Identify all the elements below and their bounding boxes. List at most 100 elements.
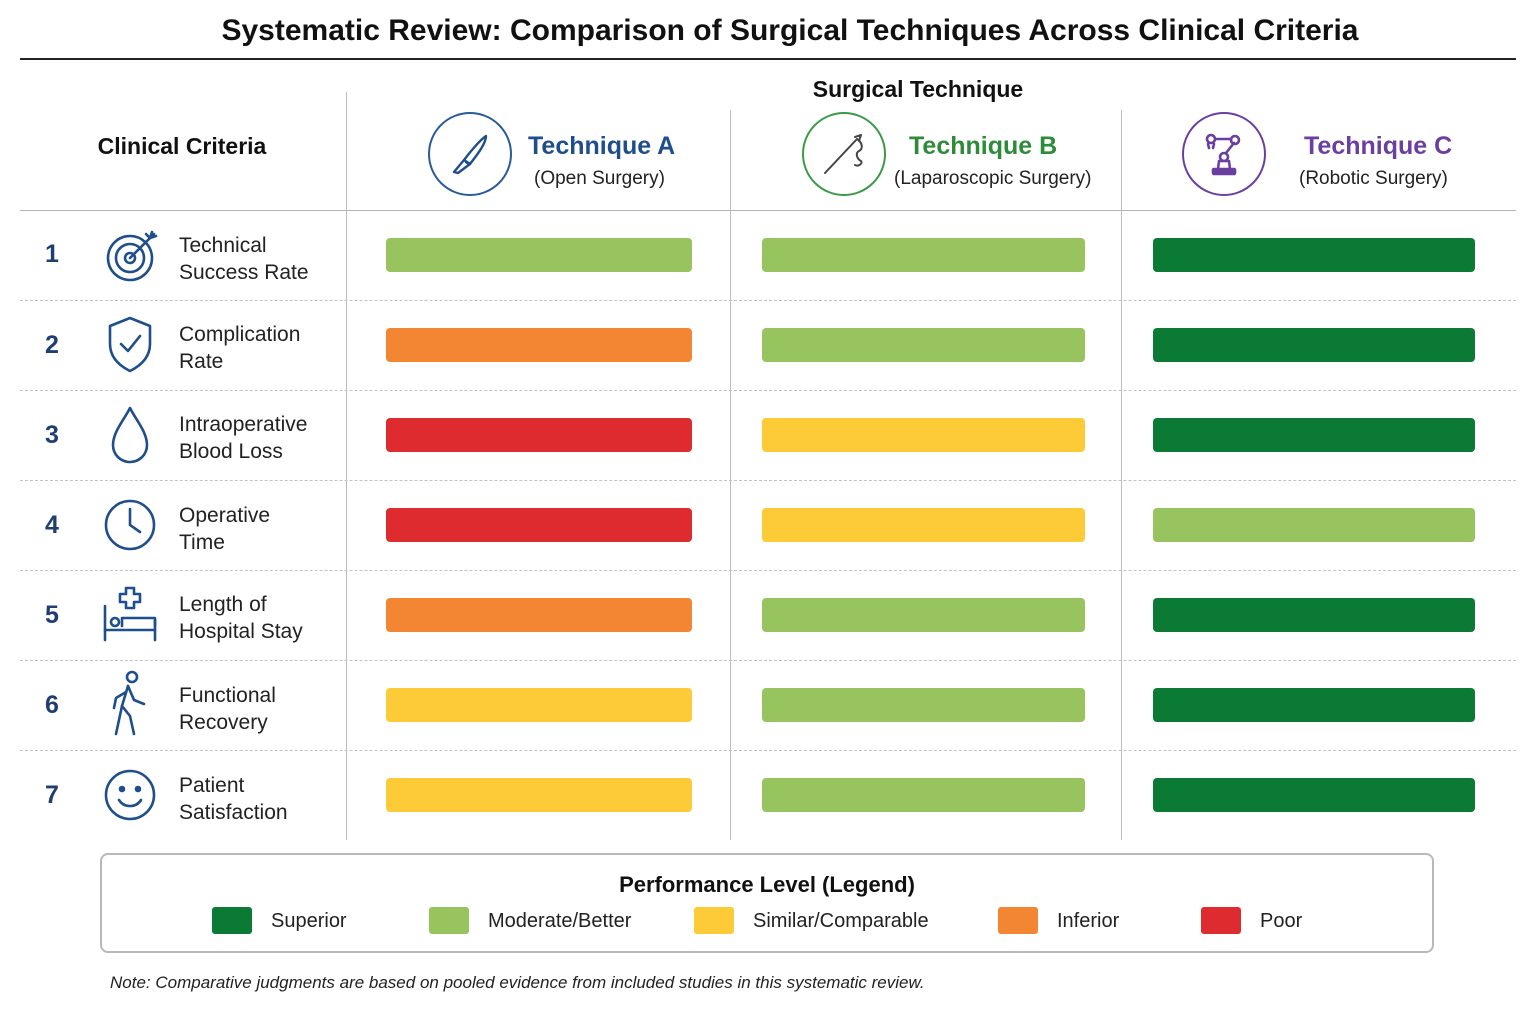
row-divider [20,660,1516,661]
legend-swatch [694,907,734,934]
criterion-row-technical-success-rate: 1 Technical Success Rate [20,210,1516,300]
hospital-bed-icon [102,584,158,644]
criterion-label-line1: Operative [179,504,271,527]
rating-bar [386,328,692,362]
technique-c-header: Technique C (Robotic Surgery) [1182,112,1482,202]
rating-bar [1153,328,1475,362]
criterion-label-line1: Technical [179,234,267,257]
rating-bar [1153,688,1475,722]
criterion-label: Length of Hospital Stay [179,591,303,645]
legend-swatch [212,907,252,934]
rating-bar [762,688,1085,722]
criterion-row-operative-time: 4 Operative Time [20,480,1516,570]
criterion-label: Functional Recovery [179,682,276,736]
legend-label: Moderate/Better [488,910,632,932]
column-divider [1121,110,1122,840]
row-number: 1 [45,240,59,268]
criterion-label: Patient Satisfaction [179,772,288,826]
smiley-face-icon [102,764,158,824]
legend-title: Performance Level (Legend) [619,872,915,897]
scalpel-icon [428,112,512,196]
criterion-label-line1: Patient [179,774,245,797]
rating-bar [1153,598,1475,632]
column-divider [730,110,731,840]
technique-b-header: Technique B (Laparoscopic Surgery) [802,112,1102,202]
row-number: 3 [45,421,59,449]
rating-bar [386,508,692,542]
row-number: 2 [45,331,59,359]
criterion-label-line2: Rate [179,350,224,373]
row-divider [20,750,1516,751]
page-title: Systematic Review: Comparison of Surgica… [221,14,1359,47]
laparoscopic-instrument-icon [802,112,886,196]
technique-b-name: Technique B [909,132,1058,160]
legend-label: Superior [271,910,347,932]
criterion-label: Technical Success Rate [179,232,309,286]
rating-bar [762,328,1085,362]
legend-label: Inferior [1057,910,1120,932]
walking-person-icon [102,670,158,736]
criteria-column-header: Clinical Criteria [97,133,267,159]
target-icon [102,224,158,284]
shield-check-icon [102,314,158,374]
rating-bar [762,778,1085,812]
criterion-label-line2: Satisfaction [179,801,288,824]
criterion-label-line2: Hospital Stay [179,620,303,643]
rating-bar [386,688,692,722]
rating-bar [762,418,1085,452]
robotic-arm-icon [1182,112,1266,196]
criterion-label-line1: Functional [179,684,276,707]
header-divider [20,210,1516,211]
rating-bar [1153,508,1475,542]
legend-swatch [1201,907,1241,934]
criterion-label-line1: Complication [179,323,301,346]
criterion-label-line1: Length of [179,593,267,616]
legend: Performance Level (Legend) Superior Mode… [100,853,1434,953]
technique-c-subtitle: (Robotic Surgery) [1299,168,1448,189]
legend-label: Poor [1260,910,1303,932]
technique-a-subtitle: (Open Surgery) [534,168,665,189]
criterion-label: Intraoperative Blood Loss [179,411,307,465]
criterion-label-line2: Recovery [179,711,268,734]
rating-bar [386,778,692,812]
row-number: 4 [45,511,59,539]
group-label: Surgical Technique [812,76,1024,102]
row-divider [20,390,1516,391]
row-divider [20,570,1516,571]
legend-swatch [429,907,469,934]
criterion-label-line2: Blood Loss [179,440,283,463]
criterion-label: Operative Time [179,502,270,556]
column-divider [346,92,347,840]
criterion-row-complication-rate: 2 Complication Rate [20,300,1516,390]
technique-a-header: Technique A (Open Surgery) [428,112,728,202]
technique-b-subtitle: (Laparoscopic Surgery) [894,168,1092,189]
row-number: 7 [45,781,59,809]
rating-bar [1153,778,1475,812]
row-number: 6 [45,691,59,719]
technique-a-name: Technique A [528,132,676,160]
footnote: Note: Comparative judgments are based on… [110,973,925,992]
rating-bar [386,598,692,632]
rating-bar [762,508,1085,542]
legend-swatch [998,907,1038,934]
criterion-label-line2: Success Rate [179,261,309,284]
criterion-label-line2: Time [179,531,225,554]
rating-bar [1153,418,1475,452]
rating-bar [762,598,1085,632]
criterion-label: Complication Rate [179,321,300,375]
criterion-row-intraoperative-blood-loss: 3 Intraoperative Blood Loss [20,390,1516,480]
rating-bar [386,238,692,272]
technique-c-name: Technique C [1304,132,1453,160]
clock-icon [102,494,158,554]
title-divider [20,58,1516,60]
criterion-row-length-of-hospital-stay: 5 Length of Hospital Stay [20,570,1516,660]
rating-bar [762,238,1085,272]
criterion-row-functional-recovery: 6 Functional Recovery [20,660,1516,750]
blood-drop-icon [102,404,158,464]
row-divider [20,480,1516,481]
row-divider [20,300,1516,301]
legend-label: Similar/Comparable [753,910,929,932]
criterion-label-line1: Intraoperative [179,413,308,436]
rating-bar [386,418,692,452]
rating-bar [1153,238,1475,272]
